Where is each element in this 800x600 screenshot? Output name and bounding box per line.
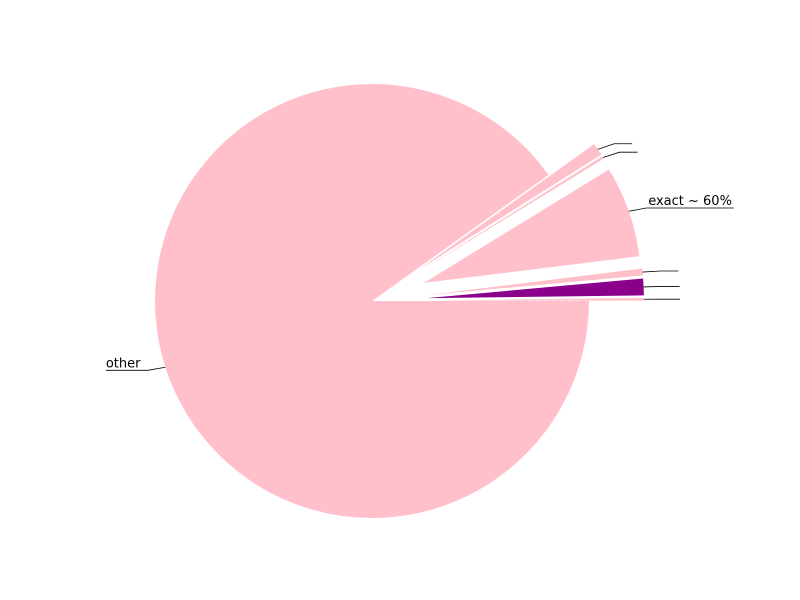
pie-slice	[426, 297, 644, 301]
leader-line	[628, 207, 734, 212]
pie-slice	[426, 268, 643, 296]
pie-slice	[418, 156, 604, 272]
leader-lines	[105, 143, 734, 371]
slice-label: exact ~ 60%	[648, 194, 732, 209]
leader-line	[597, 143, 633, 150]
leader-line	[105, 366, 166, 371]
leader-line	[642, 270, 679, 273]
slice-label: other	[106, 356, 141, 371]
leader-line	[602, 151, 638, 158]
pie-slice	[417, 144, 602, 271]
pie-slices	[155, 83, 644, 518]
pie-slice	[426, 278, 644, 299]
slice-labels: other exact ~ 60%	[106, 194, 732, 371]
pie-slice	[423, 169, 640, 283]
pie-slice	[155, 83, 590, 518]
leader-line	[643, 286, 680, 288]
